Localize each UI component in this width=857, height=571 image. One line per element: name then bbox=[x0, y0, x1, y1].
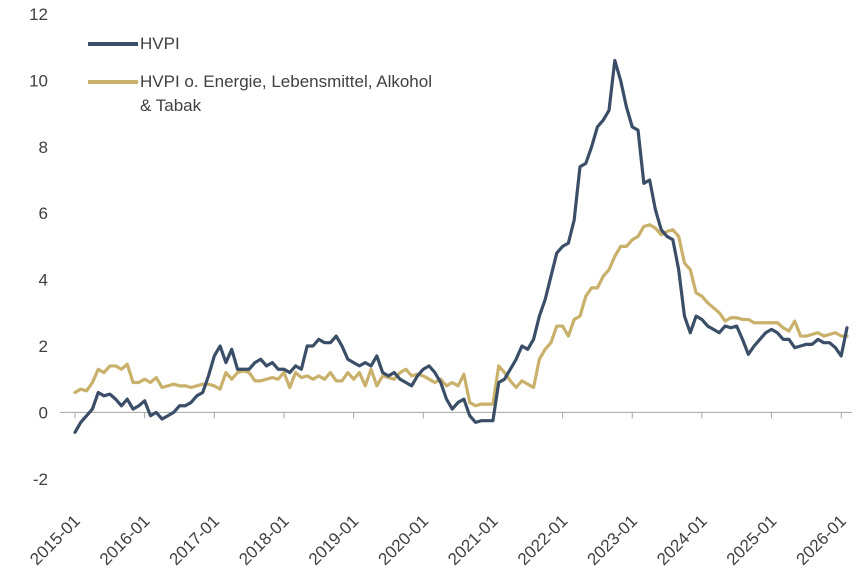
series-line bbox=[73, 223, 849, 408]
x-tick-label: 2023-01 bbox=[584, 511, 642, 569]
x-tick-label: 2019-01 bbox=[305, 511, 363, 569]
x-tick-label: 2022-01 bbox=[514, 511, 572, 569]
legend-swatch bbox=[88, 42, 138, 46]
y-tick-label: 10 bbox=[29, 71, 48, 90]
y-tick-label: 6 bbox=[39, 204, 48, 223]
legend-label: HVPI o. Energie, Lebensmittel, Alkohol &… bbox=[140, 72, 432, 115]
series-line bbox=[73, 58, 849, 434]
x-tick-label: 2025-01 bbox=[723, 511, 781, 569]
legend: HVPI HVPI o. Energie, Lebensmittel, Alkoh… bbox=[88, 32, 448, 132]
legend-label: HVPI bbox=[140, 34, 180, 53]
y-tick-label: -2 bbox=[33, 470, 48, 489]
legend-item: HVPI bbox=[88, 32, 448, 56]
x-tick-label: 2018-01 bbox=[235, 511, 293, 569]
x-tick-label: 2017-01 bbox=[166, 511, 224, 569]
legend-item: HVPI o. Energie, Lebensmittel, Alkohol &… bbox=[88, 70, 448, 118]
y-tick-label: 0 bbox=[39, 403, 48, 422]
x-tick-label: 2020-01 bbox=[375, 511, 433, 569]
x-tick-label: 2024-01 bbox=[653, 511, 711, 569]
x-tick-label: 2015-01 bbox=[26, 511, 84, 569]
y-tick-label: 4 bbox=[39, 271, 48, 290]
y-tick-label: 12 bbox=[29, 5, 48, 24]
x-tick-label: 2021-01 bbox=[444, 511, 502, 569]
y-tick-label: 2 bbox=[39, 337, 48, 356]
x-tick-label: 2016-01 bbox=[96, 511, 154, 569]
y-tick-label: 8 bbox=[39, 138, 48, 157]
legend-swatch bbox=[88, 80, 138, 84]
x-tick-label: 2026-01 bbox=[792, 511, 850, 569]
